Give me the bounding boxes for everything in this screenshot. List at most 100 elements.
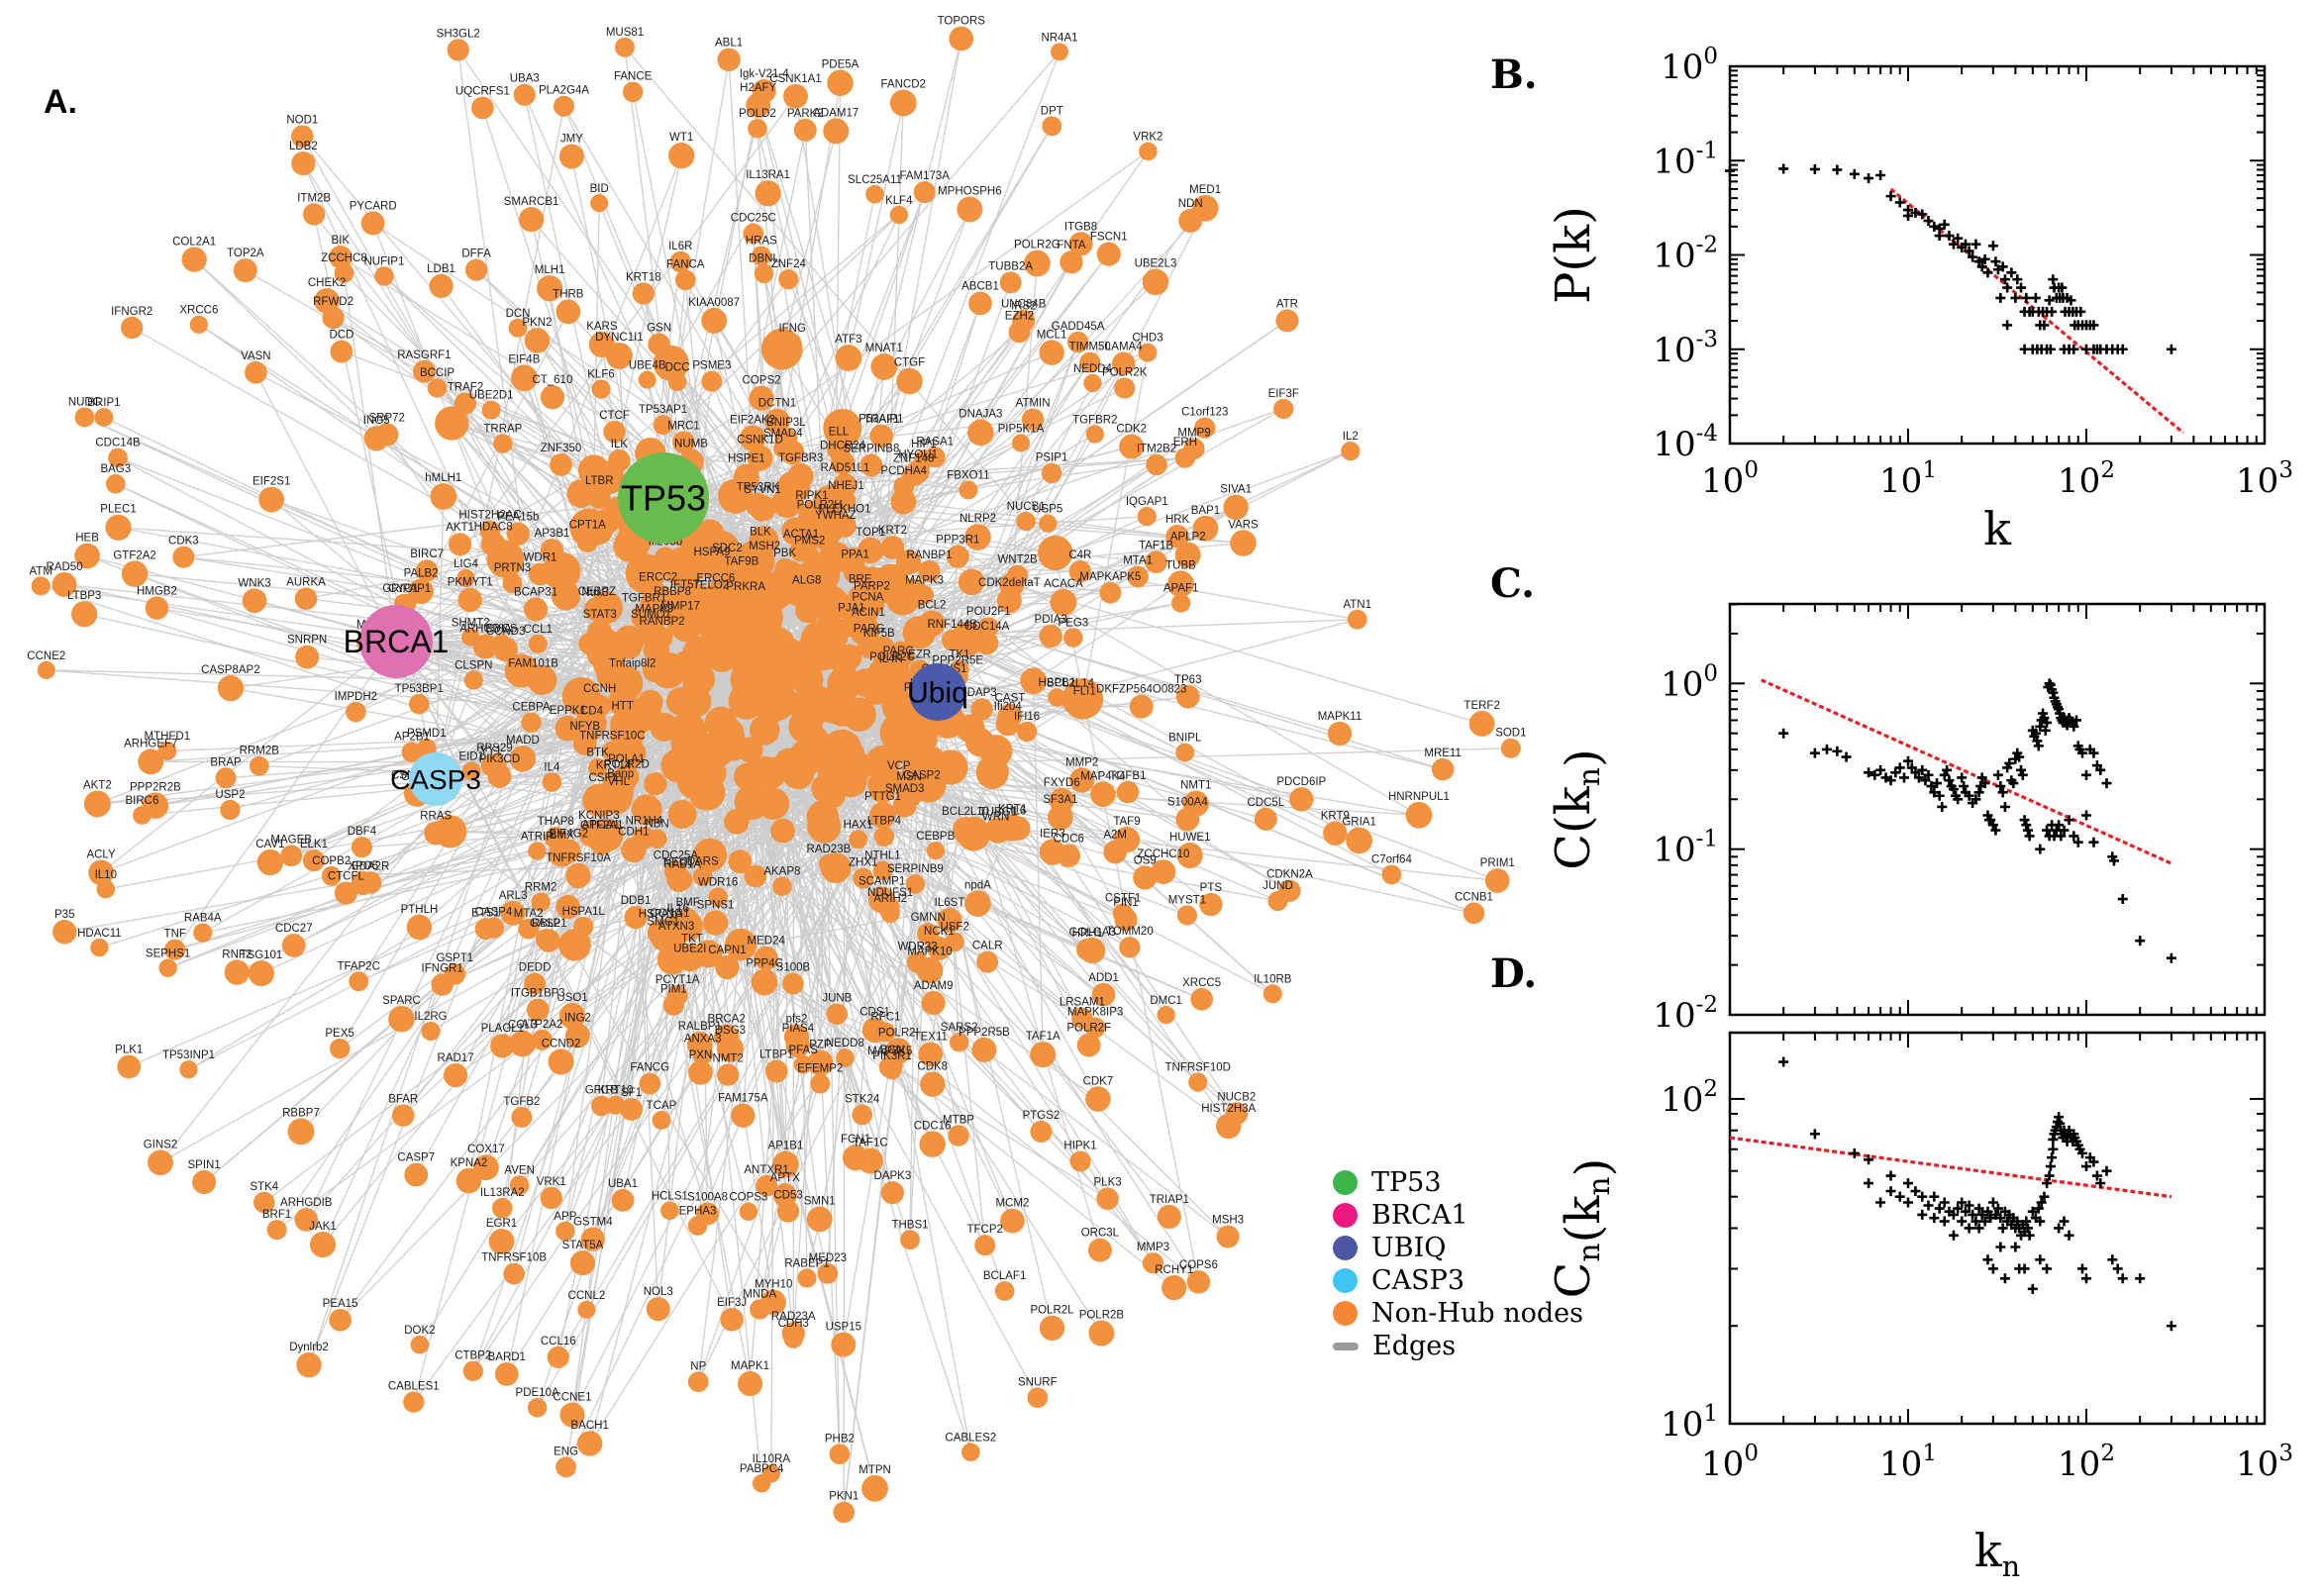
network-node-label: TSG101 [241,949,283,961]
network-node-label: KIAA0087 [688,297,740,309]
network-node-label: LTBP1 [759,1049,793,1061]
network-node-label: BCLAF1 [983,1270,1026,1282]
network-node-label: MAPK11 [1318,711,1363,723]
network-node [461,761,481,781]
network-node-label: EFEMP2 [797,1063,843,1075]
network-node [754,946,778,971]
network-node-label: STAT3 [583,609,617,621]
network-node [511,364,538,392]
network-node [108,448,128,468]
network-node [1027,1387,1049,1409]
network-node-label: ALG8 [792,574,821,586]
network-node-label: RAB1A [663,859,701,871]
network-node [974,631,999,655]
network-node-label: POLR2H [797,500,843,512]
y-axis-title: P(k) [1546,206,1601,304]
network-node [457,587,482,613]
network-node-label: TGFBR3 [778,452,823,464]
network-node [1085,1086,1111,1112]
network-node-label: Tnfaip8l2 [609,657,656,669]
network-node-label: NFYB [569,721,600,733]
network-node-label: SNRPN [287,635,327,647]
network-node [528,562,553,586]
node-swatch-icon [1333,1301,1358,1326]
network-node-label: PIK3R1 [872,1050,912,1062]
network-node-label: P53AIP1 [858,414,903,426]
network-node [121,316,144,340]
network-node-label: RRAS [420,811,452,823]
network-node-label: FANCA [666,259,705,271]
network-node-label: DAP3 [967,687,997,699]
network-node-label: PSMD1 [407,728,447,740]
network-node-label: NMT1 [1180,780,1211,792]
network-node-label: ATN1 [1343,599,1371,611]
network-node [1230,530,1257,556]
network-node-label: MSH3 [1212,1214,1244,1226]
network-node-label: NBN [645,818,668,830]
network-node-label: PCDHA4 [880,465,927,477]
network-node [714,1024,740,1049]
network-node [1066,331,1089,353]
network-node [918,559,941,583]
network-node [772,876,792,896]
network-node-label: NUMB [674,439,708,450]
network-node [1023,249,1051,277]
network-node-label: XRCC6 [179,305,218,317]
network-node-label: SUMO1 [631,609,671,621]
network-node [1157,1006,1175,1025]
network-node [1114,908,1138,932]
network-node-label: BAP1 [1191,505,1220,517]
network-node-label: GRIA1 [1342,817,1376,829]
network-node [245,360,267,384]
network-node-label: NOD1 [286,114,318,126]
network-node-label: MLH1 [535,264,565,276]
network-node-label: pfs2 [786,1014,808,1026]
network-node [518,206,545,233]
network-node-label: CASP7 [397,1152,435,1164]
network-node [778,269,799,290]
network-node [37,660,55,679]
network-node-label: NCK1 [924,926,955,938]
network-node [672,431,695,454]
network-node [976,950,999,973]
network-node-label: ATMIN [1016,397,1051,409]
network-node-label: PHB2 [825,1433,855,1445]
network-node [303,203,326,226]
network-node [569,1250,596,1276]
network-node [556,1456,576,1478]
network-node [494,1362,519,1386]
network-node-label: CT_610 [532,374,572,386]
network-node [488,1229,515,1254]
network-node [1085,425,1104,444]
network-node [701,307,728,334]
network-node [755,551,774,571]
network-node [1048,688,1066,707]
network-node [827,437,851,461]
network-node [959,480,978,500]
network-node [1069,767,1095,793]
network-node-label: RAD23A [771,1311,816,1323]
network-node-label: PIK3CD [479,753,521,765]
network-node [1323,821,1348,846]
network-node-label: BFAR [388,1093,418,1105]
network-node [994,1281,1015,1301]
network-node [1262,984,1282,1004]
network-node [1216,1225,1240,1248]
network-node [949,1033,969,1052]
network-node-label: BIK [332,235,351,247]
network-node-label: HIPK1 [1063,1140,1096,1151]
network-node [413,359,436,383]
network-node-label: USF2 [940,921,968,933]
network-node [158,958,177,977]
axis-tick-label: 10-2 [1653,992,1718,1036]
network-node-label: PYCARD [350,200,397,212]
network-node [587,620,613,646]
network-node-label: IER3 [1040,829,1065,841]
network-node [487,763,512,788]
network-node-label: ENG [554,1446,578,1457]
network-node [415,559,439,582]
network-node [1016,721,1038,743]
network-node [526,998,550,1022]
network-node-label: NLRP2 [960,513,996,525]
network-node-label: EIF3J [717,1297,747,1309]
